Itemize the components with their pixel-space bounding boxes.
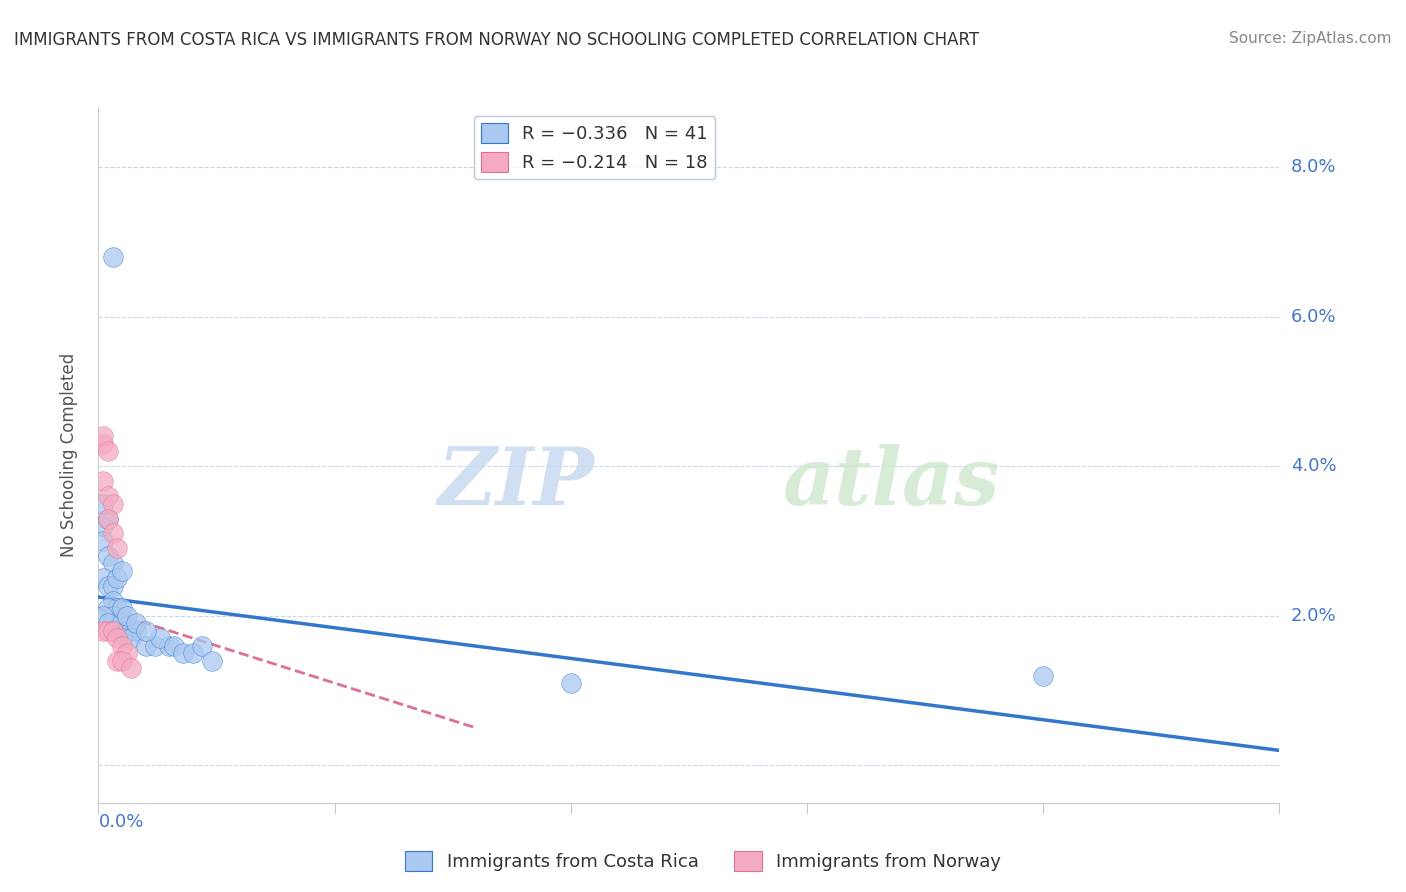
Point (105, 654, 128, 668)
Legend: R = −0.336   N = 41, R = −0.214   N = 18: R = −0.336 N = 41, R = −0.214 N = 18 (474, 116, 716, 179)
Point (91, 497, 114, 511)
Legend: Immigrants from Costa Rica, Immigrants from Norway: Immigrants from Costa Rica, Immigrants f… (398, 844, 1008, 879)
Point (101, 624, 124, 638)
Point (191, 639, 214, 653)
Point (157, 639, 180, 653)
Point (91, 533, 114, 548)
Point (125, 616, 148, 631)
Point (97, 616, 120, 631)
Point (105, 601, 128, 615)
Point (101, 497, 124, 511)
Point (149, 631, 172, 645)
Point (91, 519, 114, 533)
Text: 8.0%: 8.0% (1291, 158, 1336, 176)
Point (101, 624, 124, 638)
Point (135, 624, 157, 638)
Point (125, 624, 148, 638)
Point (91, 571, 114, 585)
Text: Source: ZipAtlas.com: Source: ZipAtlas.com (1229, 31, 1392, 46)
Point (91, 436, 114, 450)
Point (97, 579, 120, 593)
Point (101, 579, 124, 593)
Point (163, 639, 186, 653)
Point (91, 624, 114, 638)
Point (97, 601, 120, 615)
Text: 6.0%: 6.0% (1291, 308, 1336, 326)
Point (121, 661, 143, 675)
Text: atlas: atlas (783, 444, 1001, 522)
Point (111, 601, 134, 615)
Point (105, 571, 128, 585)
Point (560, 676, 582, 690)
Y-axis label: No Schooling Completed: No Schooling Completed (59, 353, 77, 557)
Point (105, 541, 128, 556)
Point (97, 511, 120, 525)
Point (1032, 668, 1054, 682)
Point (101, 250, 124, 264)
Point (91, 608, 114, 623)
Point (97, 511, 120, 525)
Point (121, 631, 143, 645)
Point (172, 646, 194, 660)
Point (101, 557, 124, 571)
Point (105, 624, 128, 638)
Point (91, 474, 114, 488)
Point (111, 654, 134, 668)
Point (181, 646, 204, 660)
Point (101, 608, 124, 623)
Point (97, 489, 120, 503)
Point (115, 608, 138, 623)
Point (121, 624, 143, 638)
Point (101, 594, 124, 608)
Text: 0.0%: 0.0% (98, 814, 143, 831)
Text: IMMIGRANTS FROM COSTA RICA VS IMMIGRANTS FROM NORWAY NO SCHOOLING COMPLETED CORR: IMMIGRANTS FROM COSTA RICA VS IMMIGRANTS… (14, 31, 979, 49)
Text: ZIP: ZIP (437, 444, 595, 522)
Point (97, 624, 120, 638)
Text: 4.0%: 4.0% (1291, 457, 1336, 475)
Text: 2.0%: 2.0% (1291, 607, 1336, 624)
Point (101, 526, 124, 541)
Point (97, 444, 120, 458)
Point (201, 654, 224, 668)
Point (111, 631, 134, 645)
Point (111, 616, 134, 631)
Point (115, 646, 138, 660)
Point (135, 639, 157, 653)
Point (105, 631, 128, 645)
Point (115, 624, 138, 638)
Point (111, 639, 134, 653)
Point (111, 564, 134, 578)
Point (143, 639, 166, 653)
Point (91, 429, 114, 443)
Point (97, 549, 120, 563)
